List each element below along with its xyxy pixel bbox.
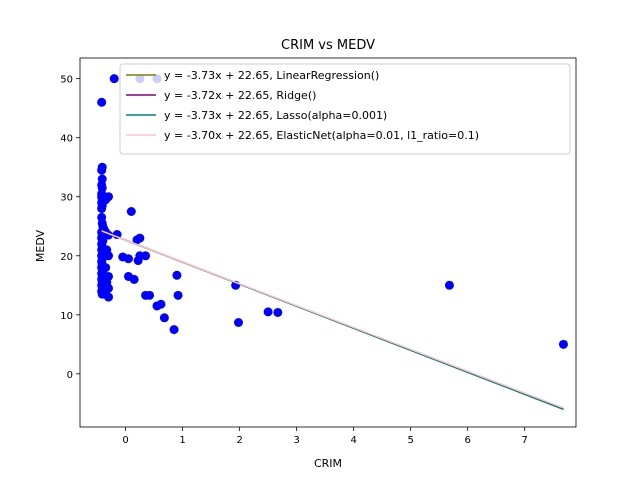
legend-label: y = -3.70x + 22.65, ElasticNet(alpha=0.0… <box>164 129 479 142</box>
y-tick-label: 40 <box>60 134 73 145</box>
data-point <box>129 274 139 284</box>
data-point <box>233 317 243 327</box>
x-tick-label: 7 <box>522 435 528 446</box>
x-tick-label: 2 <box>236 435 242 446</box>
axes: 0 1 2 3 4 5 6 7 0 10 20 30 40 50 <box>60 57 577 446</box>
data-point <box>135 233 145 243</box>
y-tick-label: 10 <box>60 311 73 322</box>
data-point <box>263 307 273 317</box>
plot-area <box>97 74 568 410</box>
data-point <box>97 165 107 175</box>
y-tick-label: 30 <box>60 193 73 204</box>
y-axis-label: MEDV <box>34 229 47 262</box>
data-point <box>97 97 107 107</box>
data-point <box>172 270 182 280</box>
data-point <box>126 207 136 217</box>
data-point <box>101 263 111 273</box>
data-point <box>273 307 283 317</box>
x-tick-label: 4 <box>350 435 356 446</box>
data-point <box>145 290 155 300</box>
x-tick-label: 5 <box>407 435 413 446</box>
legend-box <box>119 63 571 155</box>
data-point <box>104 192 114 202</box>
data-point <box>123 254 133 264</box>
data-point <box>159 313 169 323</box>
x-tick-label: 6 <box>464 435 470 446</box>
x-tick-label: 0 <box>122 435 128 446</box>
data-point <box>173 290 183 300</box>
data-point <box>156 299 166 309</box>
legend-label: y = -3.73x + 22.65, LinearRegression() <box>164 69 379 82</box>
data-point <box>97 204 107 214</box>
legend-label: y = -3.72x + 22.65, Ridge() <box>164 89 316 102</box>
x-tick-label: 3 <box>293 435 299 446</box>
regression-line <box>101 230 564 409</box>
plot-frame <box>79 57 577 428</box>
legend-label: y = -3.73x + 22.65, Lasso(alpha=0.001) <box>164 109 387 122</box>
y-tick-label: 50 <box>60 75 73 86</box>
y-tick-label: 20 <box>60 252 73 263</box>
data-point <box>141 251 151 261</box>
data-point <box>109 74 119 84</box>
y-tick-label: 0 <box>67 370 73 381</box>
chart-title: CRIM vs MEDV <box>281 38 375 53</box>
data-point <box>558 339 568 349</box>
data-point <box>444 280 454 290</box>
data-point <box>133 256 143 266</box>
x-tick-label: 1 <box>179 435 185 446</box>
legend: y = -3.73x + 22.65, LinearRegression() y … <box>119 63 571 155</box>
data-point <box>104 251 114 261</box>
data-point <box>104 292 114 302</box>
x-axis-label: CRIM <box>314 457 342 470</box>
data-point <box>169 325 179 335</box>
